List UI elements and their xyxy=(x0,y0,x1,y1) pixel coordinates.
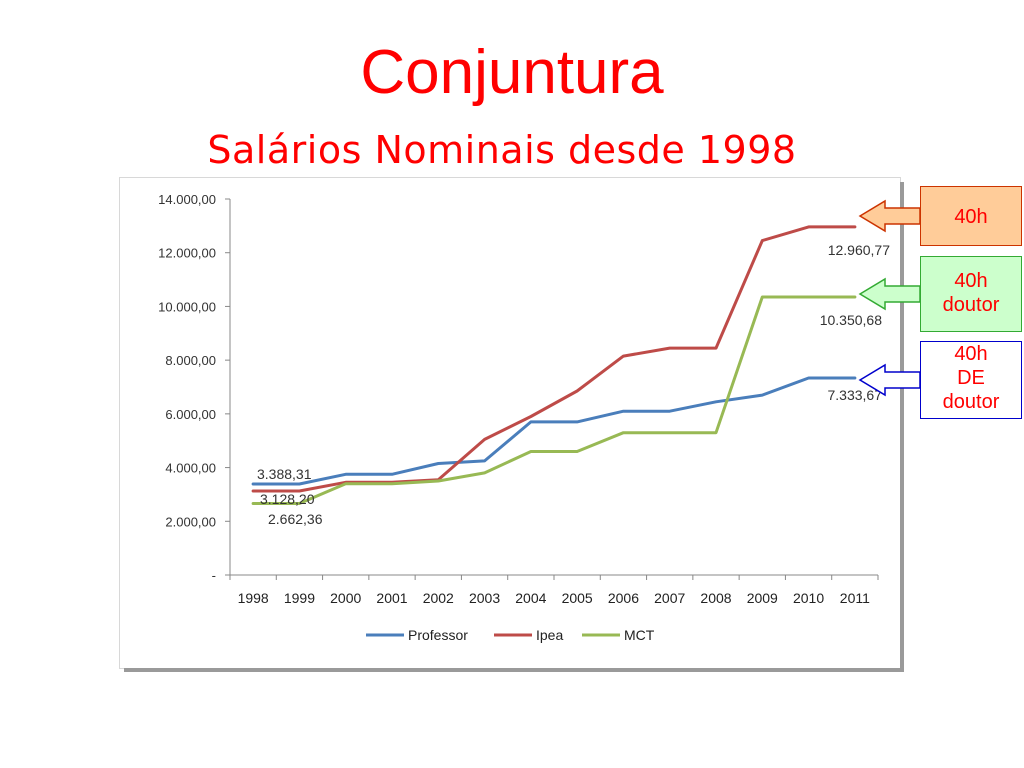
data-label: 3.388,31 xyxy=(257,466,312,482)
arrow-left-icon xyxy=(858,277,921,311)
x-tick-label: 2001 xyxy=(376,590,407,606)
x-tick-label: 2009 xyxy=(747,590,778,606)
callout-40h-line1: 40h xyxy=(954,206,988,228)
data-label: 3.128,20 xyxy=(260,491,315,507)
series-line-professor xyxy=(251,376,857,486)
data-label: 7.333,67 xyxy=(828,387,883,403)
salary-chart: - 2.000,00 4.000,00 6.000,00 8.000,00 10.000,… xyxy=(120,178,900,668)
data-label: 10.350,68 xyxy=(820,312,882,328)
callout-40h-de-doutor: 40h DE doutor xyxy=(920,341,1022,419)
x-tick-label: 2003 xyxy=(469,590,500,606)
callout-40h-de-doutor-line1: 40h xyxy=(954,343,988,365)
x-tick-label: 2011 xyxy=(840,590,870,606)
y-tick-label: 10.000,00 xyxy=(158,299,216,314)
y-tick-label: 12.000,00 xyxy=(158,246,216,261)
x-tick-label: 2010 xyxy=(793,590,824,606)
y-tick-label: - xyxy=(212,568,216,583)
x-tick-label: 1998 xyxy=(238,590,269,606)
legend-label-ipea: Ipea xyxy=(536,627,563,643)
x-tick-label: 2005 xyxy=(562,590,593,606)
legend-label-professor: Professor xyxy=(408,627,468,643)
y-tick-label: 4.000,00 xyxy=(165,461,216,476)
x-tick-label: 2008 xyxy=(700,590,731,606)
callout-40h: 40h xyxy=(920,186,1022,246)
callout-40h-doutor: 40h doutor xyxy=(920,256,1022,332)
y-tick-label: 14.000,00 xyxy=(158,192,216,207)
data-label: 12.960,77 xyxy=(828,242,890,258)
line-chart-svg: - 2.000,00 4.000,00 6.000,00 8.000,00 10.000,… xyxy=(158,192,890,643)
page-subtitle: Salários Nominais desde 1998 xyxy=(207,128,797,172)
page-title: Conjuntura xyxy=(360,38,664,107)
y-tick-label: 6.000,00 xyxy=(165,407,216,422)
x-tick-label: 2002 xyxy=(423,590,454,606)
x-tick-label: 1999 xyxy=(284,590,315,606)
x-tick-label: 2006 xyxy=(608,590,639,606)
callout-40h-doutor-line2: doutor xyxy=(942,294,1000,316)
series-line-mct xyxy=(251,295,857,505)
y-tick-label: 2.000,00 xyxy=(165,514,216,529)
y-tick-label: 8.000,00 xyxy=(165,353,216,368)
x-tick-label: 2000 xyxy=(330,590,361,606)
data-label: 2.662,36 xyxy=(268,511,323,527)
x-tick-label: 2004 xyxy=(515,590,546,606)
arrow-left-icon xyxy=(858,363,921,397)
callout-40h-de-doutor-line2: DE xyxy=(957,367,985,389)
callout-40h-doutor-line1: 40h xyxy=(954,270,988,292)
x-tick-label: 2007 xyxy=(654,590,685,606)
legend-label-mct: MCT xyxy=(624,627,655,643)
arrow-left-icon xyxy=(858,199,921,233)
callout-40h-de-doutor-line3: doutor xyxy=(942,391,1000,413)
